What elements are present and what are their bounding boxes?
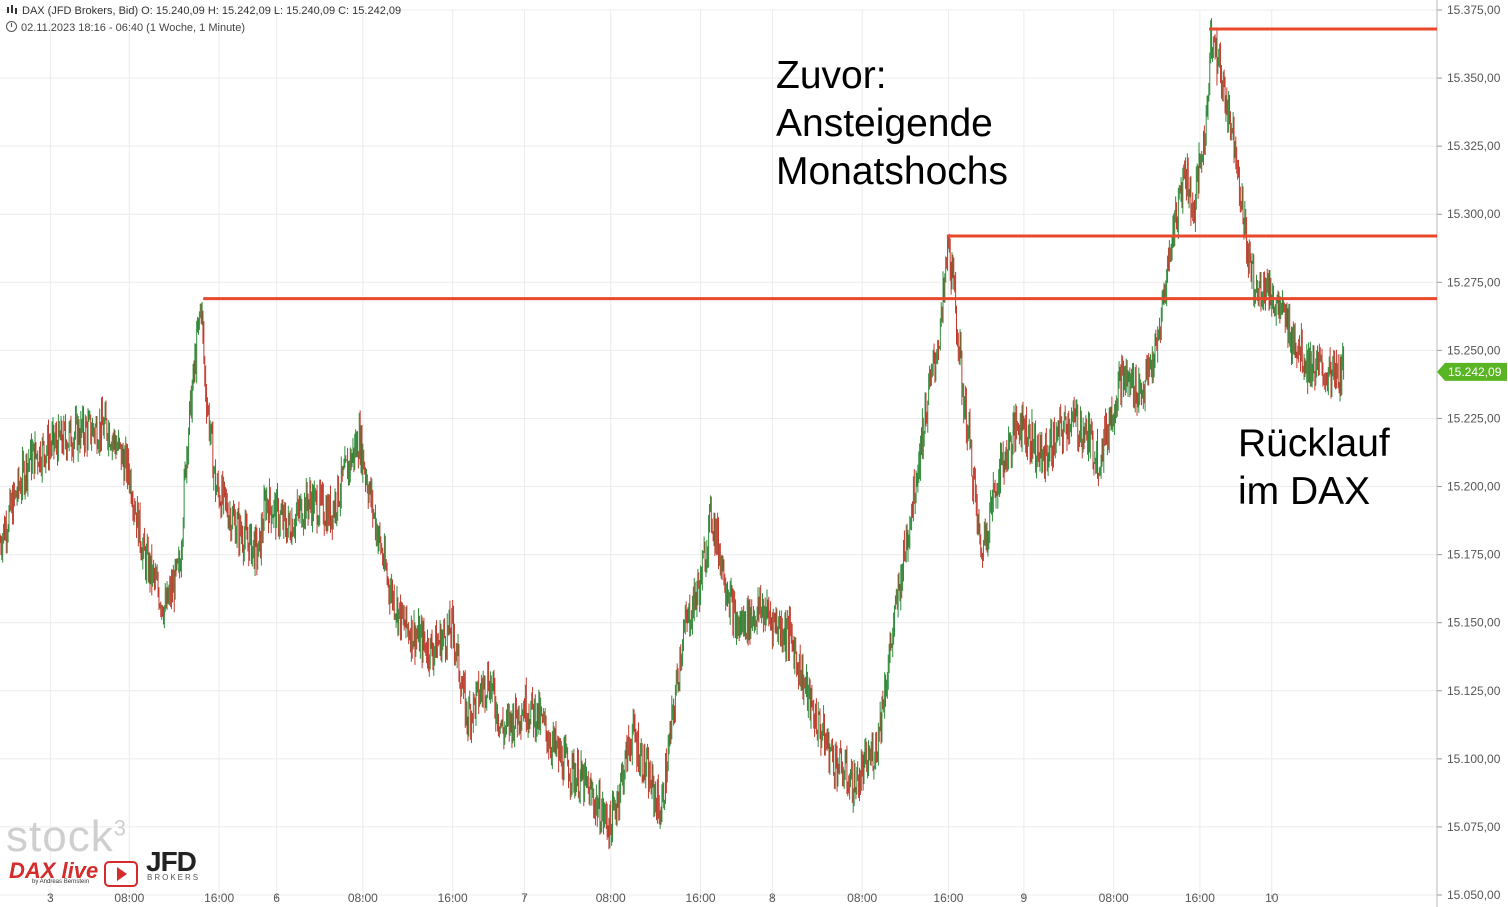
- x-tick-label: 9: [1021, 891, 1028, 905]
- ohlc-header: DAX (JFD Brokers, Bid) O: 15.240,09 H: 1…: [6, 5, 401, 17]
- stock3-text: stock: [6, 812, 114, 861]
- last-price-label: 15.242,09: [1448, 365, 1502, 379]
- annotation-pullback: Rücklauf im DAX: [1238, 422, 1390, 513]
- x-tick-label: 8: [769, 891, 776, 905]
- jfd-brokers-text: BROKERS: [147, 873, 201, 882]
- x-tick-label: 7: [521, 891, 528, 905]
- ohlc-text: DAX (JFD Brokers, Bid) O: 15.240,09 H: 1…: [22, 5, 402, 17]
- stock3-watermark: stock3: [6, 812, 127, 862]
- clock-icon: [6, 21, 17, 32]
- x-tick-label: 08:00: [348, 891, 378, 905]
- y-tick-label: 15.325,00: [1447, 139, 1501, 153]
- stock3-sup: 3: [113, 815, 127, 841]
- candlestick-icon: [6, 5, 18, 15]
- y-tick-label: 15.375,00: [1447, 3, 1501, 17]
- x-tick-label: 16:00: [438, 891, 468, 905]
- y-tick-label: 15.150,00: [1447, 616, 1501, 630]
- y-tick-label: 15.050,00: [1447, 888, 1501, 902]
- x-tick-label: 08:00: [847, 891, 877, 905]
- jfd-logo: JFD: [146, 846, 197, 877]
- y-tick-label: 15.350,00: [1447, 71, 1501, 85]
- x-tick-label: 16:00: [1185, 891, 1215, 905]
- y-tick-label: 15.125,00: [1447, 684, 1501, 698]
- dax-live-logo: DAX live: [9, 858, 99, 883]
- last-price-badge: [1437, 362, 1507, 381]
- y-tick-label: 15.300,00: [1447, 207, 1501, 221]
- y-tick-label: 15.275,00: [1447, 275, 1501, 289]
- x-tick-label: 16:00: [686, 891, 716, 905]
- y-tick-label: 15.100,00: [1447, 752, 1501, 766]
- x-tick-label: 08:00: [1099, 891, 1129, 905]
- dax-live-byline: by Andreas Bernstein: [32, 879, 90, 885]
- y-tick-label: 15.075,00: [1447, 820, 1501, 834]
- x-tick-label: 3: [47, 891, 54, 905]
- x-tick-label: 08:00: [114, 891, 144, 905]
- time-range-text: 02.11.2023 18:16 - 06:40 (1 Woche, 1 Min…: [21, 22, 246, 34]
- y-tick-label: 15.250,00: [1447, 343, 1501, 357]
- x-tick-label: 6: [273, 891, 280, 905]
- x-tick-label: 16:00: [204, 891, 234, 905]
- y-tick-label: 15.225,00: [1447, 411, 1501, 425]
- y-tick-label: 15.200,00: [1447, 480, 1501, 494]
- x-tick-label: 10: [1265, 891, 1279, 905]
- play-icon: [104, 861, 138, 887]
- time-range-header: 02.11.2023 18:16 - 06:40 (1 Woche, 1 Min…: [6, 21, 245, 34]
- x-tick-label: 08:00: [596, 891, 626, 905]
- annotation-prior-highs: Zuvor: Ansteigende Monatshochs: [776, 54, 1008, 193]
- y-tick-label: 15.175,00: [1447, 548, 1501, 562]
- x-tick-label: 16:00: [933, 891, 963, 905]
